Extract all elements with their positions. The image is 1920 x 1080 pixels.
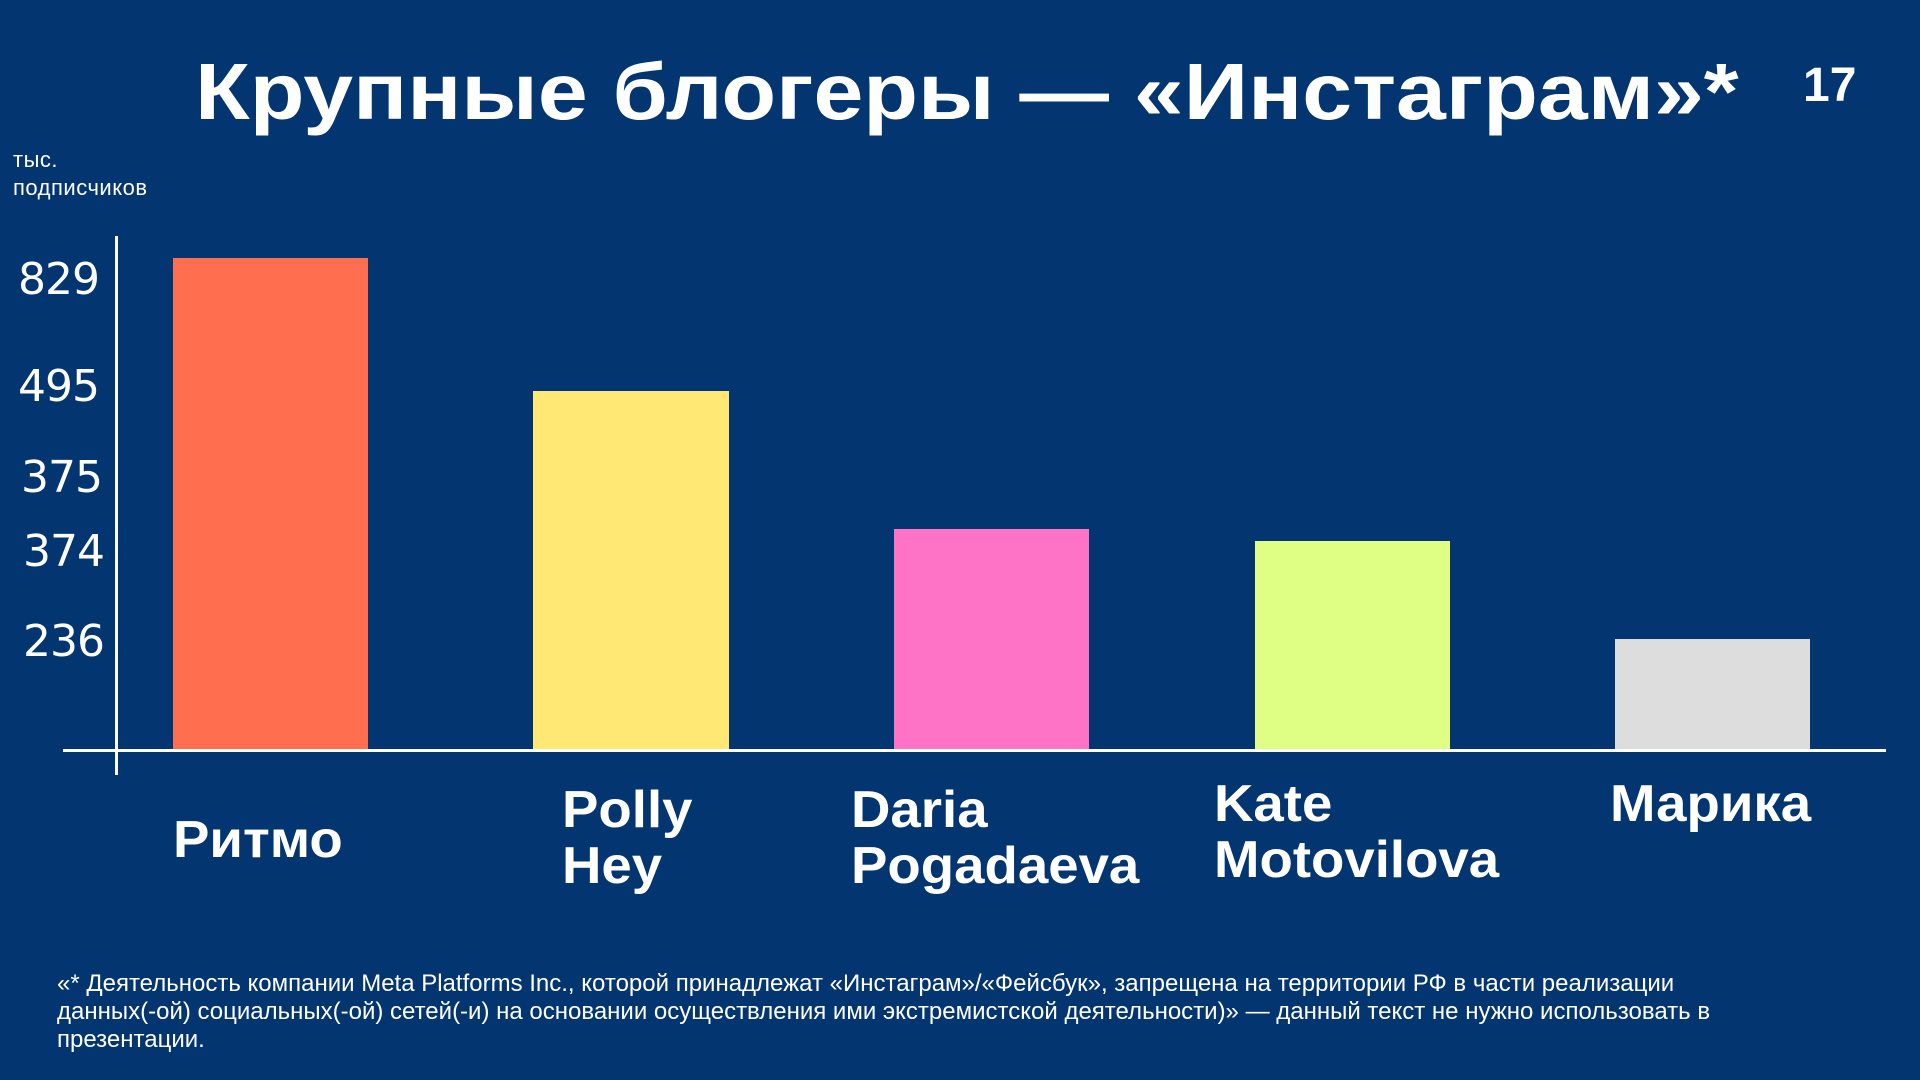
- x-axis-line: [63, 749, 1886, 752]
- y-unit-line-2: подписчиков: [13, 175, 148, 200]
- slide-title: Крупные блогеры — «Инстаграм»*: [195, 47, 1739, 136]
- bar-marika: [1615, 639, 1810, 749]
- category-label-polly-hey: Polly Hey: [562, 781, 693, 895]
- y-tick-label: 495: [18, 361, 100, 412]
- bar-daria-pogadaeva: [894, 529, 1089, 750]
- y-tick-label: 236: [23, 616, 105, 667]
- y-unit-line-1: тыс.: [13, 147, 59, 172]
- category-label-marika: Марика: [1610, 775, 1812, 833]
- bar-kate-motovilova: [1255, 541, 1450, 750]
- footnote-disclaimer: «* Деятельность компании Meta Platforms …: [57, 970, 1711, 1053]
- y-axis-line: [115, 236, 118, 775]
- bar-polly-hey: [533, 391, 729, 750]
- y-tick-label: 375: [21, 452, 103, 503]
- y-tick-label: 374: [23, 526, 105, 577]
- y-axis-unit-label: тыс. подписчиков: [13, 146, 148, 202]
- bar-ritmo: [173, 258, 368, 750]
- category-label-kate-motovilova: Kate Motovilova: [1214, 775, 1500, 889]
- category-label-ritmo: Ритмо: [173, 811, 343, 869]
- page-number: 17: [1803, 59, 1857, 112]
- category-label-daria-pogadaeva: Daria Pogadaeva: [851, 781, 1140, 895]
- y-tick-label: 829: [18, 254, 100, 305]
